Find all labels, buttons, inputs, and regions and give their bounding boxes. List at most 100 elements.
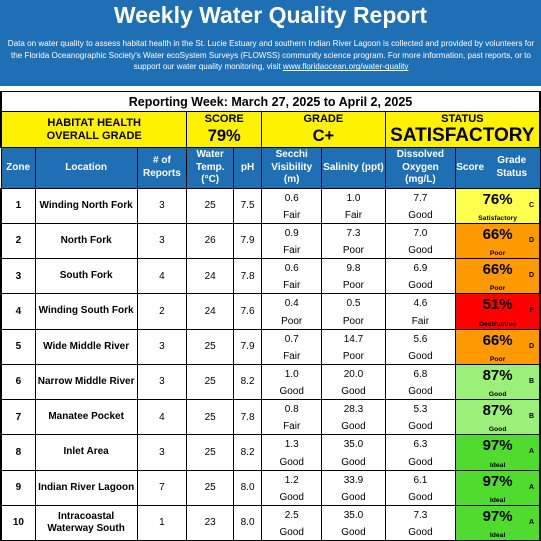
reports-cell: 3 <box>136 222 188 260</box>
col-score-grade: Score Grade Status <box>455 147 541 189</box>
ph-cell: 7.9 <box>233 222 263 260</box>
ph-cell: 8.0 <box>233 469 263 506</box>
oxygen-value: 6.9 <box>413 263 428 275</box>
salinity-cell: 28.3 Good <box>321 399 386 436</box>
salinity-value: 28.3 <box>343 404 364 416</box>
secchi-value: 0.6 <box>284 192 299 204</box>
report-title: Weekly Water Quality Report <box>113 2 428 28</box>
secchi-quality: Fair <box>283 209 301 221</box>
location-cell: Inlet Area <box>34 434 138 471</box>
secchi-value: 1.2 <box>284 474 299 486</box>
zone-cell: 1 <box>0 187 36 224</box>
habitat-health-label: HABITAT HEALTH <box>47 116 141 129</box>
temp-cell: 24 <box>186 258 235 295</box>
table-row: 7 Manatee Pocket 4 25 7.8 0.8 Fair 28.3 Good 5.3 G… <box>0 399 541 436</box>
score-grade-cell: 97% A Ideal <box>455 434 541 471</box>
reports-cell: 3 <box>136 434 188 471</box>
salinity-value: 0.5 <box>346 298 361 310</box>
score-percent: 87% <box>482 402 513 420</box>
zone-cell: 4 <box>0 293 36 330</box>
score-grade-cell: 97% A Ideal <box>455 504 541 541</box>
col-reports: # of Reports <box>136 147 188 189</box>
ph-cell: 7.5 <box>233 187 263 224</box>
score-value: 79% <box>207 127 241 146</box>
salinity-value: 35.0 <box>343 439 364 451</box>
salinity-quality: Fair <box>344 209 363 221</box>
secchi-value: 0.7 <box>284 333 299 345</box>
reports-cell: 4 <box>136 258 188 295</box>
secchi-value: 1.0 <box>284 368 299 380</box>
score-percent: 66% <box>482 225 513 243</box>
oxygen-value: 7.0 <box>413 227 428 239</box>
zone-cell: 3 <box>0 258 36 295</box>
col-secchi: Secchi Visibility (m) <box>261 147 323 189</box>
oxygen-cell: 6.9 Good <box>384 258 457 295</box>
salinity-cell: 9.8 Poor <box>321 258 386 295</box>
score-percent: 76% <box>482 190 513 208</box>
ph-cell: 8.2 <box>233 363 263 401</box>
location-cell: Wide Middle River <box>34 328 138 365</box>
secchi-cell: 2.5 Good <box>261 504 323 541</box>
table-row: 1 Winding North Fork 3 25 7.5 0.6 Fair 1.0 Fair 7… <box>0 187 541 224</box>
oxygen-quality: Good <box>408 350 433 362</box>
grade-letter: B <box>528 413 534 421</box>
overall-score: SCORE 79% <box>186 111 263 149</box>
salinity-cell: 35.0 Good <box>321 504 386 541</box>
grade-letter: D <box>528 342 534 350</box>
oxygen-cell: 6.8 Good <box>384 363 457 401</box>
ph-cell: 8.0 <box>233 504 263 541</box>
table-row: 9 Indian River Lagoon 7 25 8.0 1.2 Good 33.9 Goo… <box>0 469 541 506</box>
secchi-value: 0.4 <box>284 298 299 310</box>
salinity-quality: Poor <box>342 280 365 292</box>
overall-grade-caption: OVERALL GRADE <box>46 129 142 142</box>
salinity-quality: Poor <box>342 245 365 257</box>
oxygen-value: 5.3 <box>413 404 428 416</box>
col-oxygen: Dissolved Oxygen (mg/L) <box>384 147 457 189</box>
ph-cell: 7.9 <box>233 328 263 365</box>
grade-letter: B <box>528 377 534 385</box>
location-cell: Intracoastal Waterway South <box>34 504 138 541</box>
grade-value: C+ <box>312 127 335 146</box>
salinity-value: 7.3 <box>346 227 361 239</box>
column-header-row: Zone Location # of Reports Water Temp. (… <box>0 147 541 189</box>
reports-cell: 4 <box>136 399 188 436</box>
secchi-quality: Good <box>279 527 304 538</box>
overall-grade-row: HABITAT HEALTH OVERALL GRADE SCORE 79% G… <box>0 111 541 149</box>
oxygen-quality: Good <box>408 491 433 503</box>
salinity-cell: 1.0 Fair <box>321 187 386 224</box>
report-description: Data on water quality to assess habitat … <box>6 38 536 73</box>
oxygen-value: 6.1 <box>413 474 428 486</box>
reports-cell: 2 <box>136 293 188 330</box>
secchi-cell: 1.2 Good <box>261 469 323 506</box>
grade-letter: A <box>528 448 534 456</box>
oxygen-quality: Good <box>408 456 433 468</box>
grade-status: Ideal <box>489 496 506 504</box>
overall-grade-label: HABITAT HEALTH OVERALL GRADE <box>0 111 188 149</box>
table-row: 2 North Fork 3 26 7.9 0.9 Fair 7.3 Poor 7.0 Good 66… <box>0 222 541 260</box>
temp-cell: 24 <box>186 293 235 330</box>
score-grade-cell: 51% F Destructive <box>455 293 541 330</box>
secchi-quality: Fair <box>283 350 301 362</box>
location-cell: Manatee Pocket <box>34 399 138 436</box>
website-link[interactable]: www.floridaocean.org/water-quality <box>282 62 409 72</box>
temp-cell: 25 <box>186 363 235 401</box>
zone-cell: 8 <box>0 434 36 471</box>
oxygen-quality: Good <box>408 280 433 292</box>
score-grade-cell: 87% B Good <box>455 363 541 401</box>
score-percent: 87% <box>482 366 513 384</box>
location-cell: Winding South Fork <box>34 293 138 330</box>
secchi-quality: Fair <box>283 421 301 433</box>
col-ph: pH <box>233 147 263 189</box>
reports-cell: 3 <box>136 363 188 401</box>
oxygen-cell: 7.3 Good <box>384 504 457 541</box>
oxygen-value: 5.6 <box>413 333 428 345</box>
secchi-cell: 0.8 Fair <box>261 399 323 436</box>
salinity-cell: 14.7 Poor <box>321 328 386 365</box>
oxygen-quality: Good <box>408 421 433 433</box>
salinity-quality: Good <box>341 386 366 398</box>
ph-cell: 7.8 <box>233 399 263 436</box>
oxygen-cell: 6.1 Good <box>384 469 457 506</box>
oxygen-value: 7.7 <box>413 192 428 204</box>
col-grade-status: Grade Status <box>496 155 528 179</box>
oxygen-value: 6.8 <box>413 368 428 380</box>
